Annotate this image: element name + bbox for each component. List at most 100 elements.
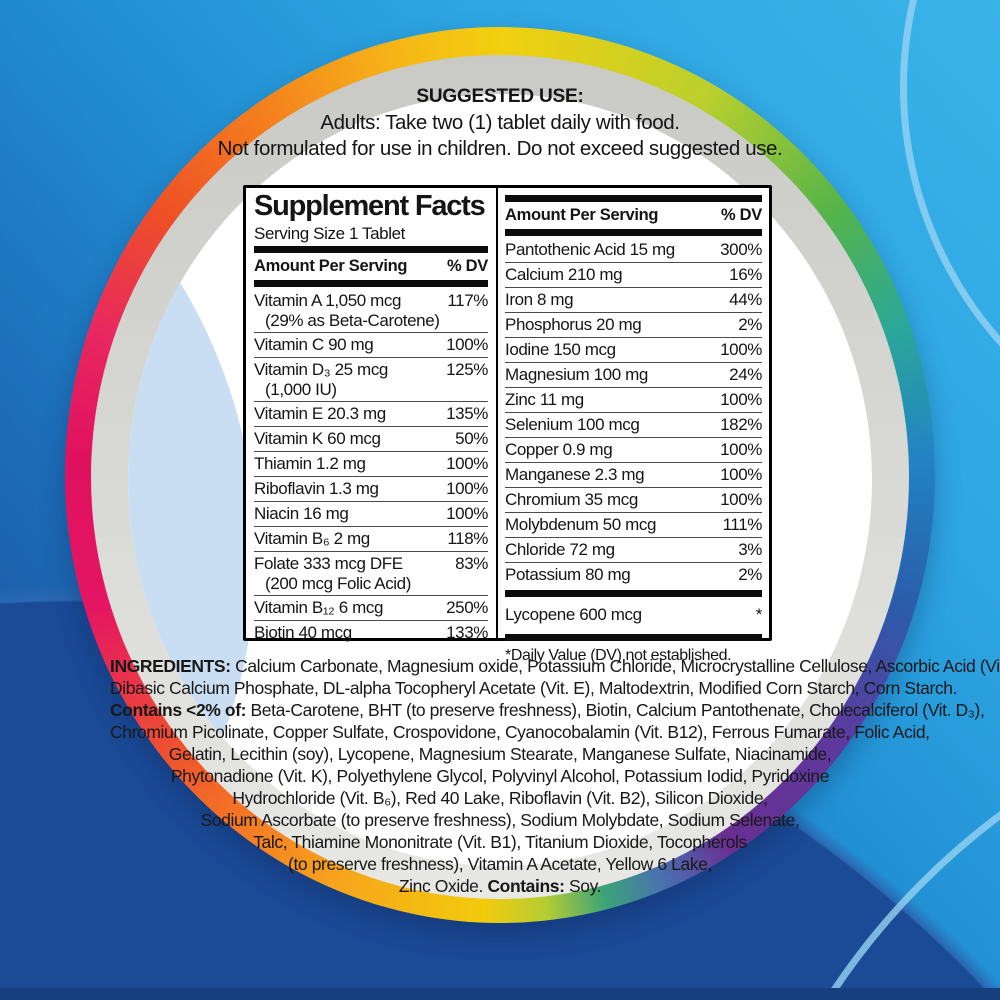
suggested-use-block: SUGGESTED USE: Adults: Take two (1) tabl… <box>0 84 1000 162</box>
nutrient-dv: 83% <box>455 554 488 573</box>
nutrient-row: Pantothenic Acid 15 mg 300% <box>505 238 762 262</box>
nutrient-row: Chloride 72 mg 3% <box>505 537 762 562</box>
nutrient-name: Thiamin 1.2 mg <box>254 454 366 473</box>
nutrient-dv: 100% <box>720 465 762 484</box>
nutrient-name: Iodine 150 mcg <box>505 340 616 359</box>
ingredients-block: INGREDIENTS: Calcium Carbonate, Magnesiu… <box>110 655 1000 897</box>
nutrient-name: Vitamin C 90 mg <box>254 335 374 354</box>
divider-bar <box>505 634 762 641</box>
nutrient-dv: 3% <box>738 540 762 559</box>
background-bottom-strip <box>0 988 1000 1000</box>
nutrient-row: Folate 333 mcg DFE 83% (200 mcg Folic Acid… <box>254 551 488 595</box>
nutrient-dv: 50% <box>455 429 488 448</box>
nutrient-dv: 2% <box>738 565 762 584</box>
nutrient-dv: 117% <box>447 291 488 310</box>
ingredients-line: Phytonadione (Vit. K), Polyethylene Glyc… <box>170 766 830 786</box>
nutrient-dv: 135% <box>446 404 488 423</box>
nutrient-dv: 250% <box>446 598 488 617</box>
nutrient-row: Vitamin D₃ 25 mcg 125% (1,000 IU) <box>254 357 488 401</box>
nutrient-name: Biotin 40 mcg <box>254 623 352 642</box>
nutrient-name: Riboflavin 1.3 mg <box>254 479 379 498</box>
nutrient-name: Manganese 2.3 mg <box>505 465 645 484</box>
divider-bar <box>254 246 488 253</box>
ingredients-line: (to preserve freshness), Vitamin A Aceta… <box>288 854 712 874</box>
nutrient-subtext: (29% as Beta-Carotene) <box>265 311 440 330</box>
nutrient-dv: 2% <box>738 315 762 334</box>
nutrient-name: Vitamin A 1,050 mcg <box>254 291 402 310</box>
nutrient-dv: 24% <box>729 365 762 384</box>
nutrient-row: Vitamin B₁₂ 6 mcg 250% <box>254 595 488 620</box>
nutrient-row: Selenium 100 mcg 182% <box>505 412 762 437</box>
nutrient-name: Molybdenum 50 mcg <box>505 515 656 534</box>
nutrient-dv: 100% <box>720 440 762 459</box>
nutrient-name: Chromium 35 mcg <box>505 490 638 509</box>
nutrient-row: Riboflavin 1.3 mg 100% <box>254 476 488 501</box>
nutrient-dv: 125% <box>446 360 488 379</box>
header-dv: % DV <box>721 206 762 224</box>
suggested-use-line2: Not formulated for use in children. Do n… <box>217 137 783 160</box>
nutrient-row: Copper 0.9 mg 100% <box>505 437 762 462</box>
nutrient-name: Folate 333 mcg DFE <box>254 554 403 573</box>
nutrient-name: Vitamin E 20.3 mg <box>254 404 386 423</box>
nutrient-dv: 100% <box>446 504 488 523</box>
ingredients-line: Hydrochloride (Vit. B₆), Red 40 Lake, Ri… <box>232 788 768 808</box>
nutrient-dv: 100% <box>720 340 762 359</box>
nutrient-dv: 100% <box>446 335 488 354</box>
nutrient-dv: 100% <box>720 490 762 509</box>
nutrient-row: Iodine 150 mcg 100% <box>505 337 762 362</box>
nutrient-name: Vitamin B₆ 2 mg <box>254 529 370 548</box>
nutrient-row: Vitamin A 1,050 mcg 117% (29% as Beta-Caro… <box>254 289 488 332</box>
divider-bar <box>505 195 762 202</box>
divider-bar <box>254 280 488 287</box>
header-dv: % DV <box>447 257 488 275</box>
nutrient-name: Potassium 80 mg <box>505 565 631 584</box>
nutrient-name: Niacin 16 mg <box>254 504 349 523</box>
nutrient-name: Phosphorus 20 mg <box>505 315 642 334</box>
header-amount: Amount Per Serving <box>505 206 659 224</box>
nutrient-row: Calcium 210 mg 16% <box>505 262 762 287</box>
dv-footnote: *Daily Value (DV) not established. <box>505 647 732 664</box>
nutrient-row: Zinc 11 mg 100% <box>505 387 762 412</box>
nutrient-dv: 118% <box>447 529 488 548</box>
serving-size: Serving Size 1 Tablet <box>254 224 405 243</box>
ingredients-line: Sodium Ascorbate (to preserve freshness)… <box>200 810 800 830</box>
nutrient-dv: 111% <box>722 515 763 534</box>
suggested-use-title: SUGGESTED USE: <box>416 86 584 107</box>
suggested-use-line1: Adults: Take two (1) tablet daily with f… <box>320 111 680 134</box>
supplement-facts-panel: Supplement Facts Serving Size 1 Tablet A… <box>243 185 772 664</box>
ingredients-line: Chromium Picolinate, Copper Sulfate, Cro… <box>110 722 930 742</box>
ingredients-line: Zinc Oxide. Contains: Soy. <box>398 876 602 896</box>
facts-right-column: Amount Per Serving % DV Pantothenic Acid… <box>498 188 769 664</box>
nutrient-dv: 100% <box>720 390 762 409</box>
nutrient-row: Vitamin B₆ 2 mg 118% <box>254 526 488 551</box>
ingredients-line: Talc, Thiamine Mononitrate (Vit. B1), Ti… <box>253 832 747 852</box>
column-header: Amount Per Serving % DV <box>505 204 762 227</box>
facts-title: Supplement Facts <box>254 190 486 222</box>
nutrient-row: Potassium 80 mg 2% <box>505 562 762 587</box>
nutrient-row: Thiamin 1.2 mg 100% <box>254 451 488 476</box>
nutrient-row: Biotin 40 mcg 133% <box>254 620 488 645</box>
nutrient-dv: 44% <box>729 290 762 309</box>
nutrient-row: Vitamin C 90 mg 100% <box>254 332 488 357</box>
nutrient-row: Manganese 2.3 mg 100% <box>505 462 762 487</box>
nutrient-name: Vitamin B₁₂ 6 mcg <box>254 598 383 617</box>
nutrient-dv: 100% <box>446 454 488 473</box>
nutrient-dv: * <box>755 605 763 624</box>
nutrient-dv: 182% <box>720 415 762 434</box>
right-rows: Pantothenic Acid 15 mg 300% Calcium 210 mg… <box>505 238 762 587</box>
lycopene-row: Lycopene 600 mcg * <box>505 600 762 631</box>
nutrient-subtext: (1,000 IU) <box>265 380 337 399</box>
nutrient-name: Copper 0.9 mg <box>505 440 613 459</box>
nutrient-name: Magnesium 100 mg <box>505 365 648 384</box>
ingredients-line: Contains <2% of: Beta-Carotene, BHT (to … <box>110 700 985 720</box>
ingredients-line: INGREDIENTS: Calcium Carbonate, Magnesiu… <box>110 656 1000 676</box>
nutrient-dv: 133% <box>446 623 488 642</box>
nutrient-row: Niacin 16 mg 100% <box>254 501 488 526</box>
nutrient-name: Vitamin K 60 mcg <box>254 429 381 448</box>
facts-left-column: Supplement Facts Serving Size 1 Tablet A… <box>246 188 498 642</box>
nutrient-dv: 300% <box>720 240 762 259</box>
header-amount: Amount Per Serving <box>254 257 408 275</box>
nutrient-row: Vitamin E 20.3 mg 135% <box>254 401 488 426</box>
divider-bar <box>505 590 762 597</box>
